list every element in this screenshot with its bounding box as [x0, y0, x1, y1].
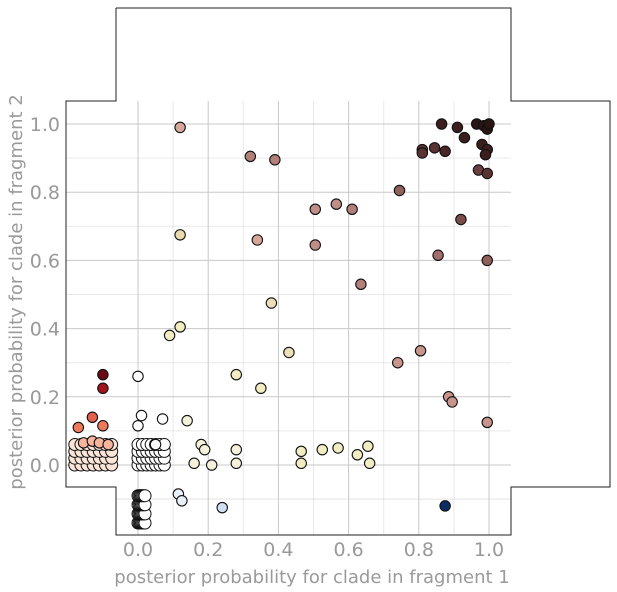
data-point [135, 409, 148, 422]
data-point [244, 150, 257, 163]
data-point [451, 121, 464, 134]
data-point [295, 445, 307, 458]
data-point [230, 443, 243, 456]
data-point [72, 421, 85, 434]
data-point [149, 438, 162, 451]
data-point [446, 396, 458, 408]
data-point [97, 382, 109, 395]
data-point [363, 457, 376, 470]
data-point [455, 213, 467, 226]
main-plot-grid [66, 8, 610, 535]
x-tick-label: 0.2 [193, 539, 223, 561]
data-point [181, 414, 193, 427]
data-point [283, 346, 295, 359]
data-point [362, 440, 374, 452]
data-point [391, 356, 404, 369]
data-point [481, 416, 493, 429]
data-point [435, 118, 448, 130]
data-point [205, 459, 218, 471]
right-panel-bg [511, 101, 610, 487]
data-point [86, 411, 99, 424]
y-tick-label: 0.8 [30, 182, 60, 204]
x-tick-label: 1.0 [474, 539, 504, 561]
x-tick-label: 0.8 [404, 539, 434, 561]
data-point [414, 345, 427, 357]
data-point [479, 148, 492, 161]
data-point [428, 142, 441, 154]
x-tick-label: 0.4 [263, 539, 293, 561]
data-point [346, 203, 358, 216]
data-point [102, 438, 114, 451]
data-point [481, 254, 493, 267]
y-tick-label: 0.4 [30, 319, 60, 341]
data-point [309, 203, 322, 216]
data-point [481, 167, 493, 180]
data-point [132, 370, 144, 383]
data-point [393, 184, 406, 197]
data-points [72, 118, 495, 514]
data-point [156, 413, 169, 425]
data-point [458, 131, 471, 144]
top-panel-bg [116, 8, 511, 101]
data-point [355, 278, 367, 291]
x-tick-label: 0.6 [333, 539, 363, 561]
data-point [163, 329, 176, 342]
data-point [97, 368, 109, 381]
data-point [483, 118, 495, 130]
data-point [316, 443, 329, 456]
y-tick-label: 0.0 [30, 455, 60, 477]
data-point [332, 442, 344, 454]
data-point [174, 321, 186, 333]
x-tick-label: 0.0 [123, 539, 153, 561]
data-point [174, 229, 186, 241]
data-point [216, 501, 228, 514]
data-point [176, 495, 188, 507]
data-point [269, 154, 281, 166]
data-point [439, 500, 451, 512]
y-axis-label: posterior probability for clade in fragm… [6, 94, 27, 489]
data-point [432, 249, 444, 262]
data-point [295, 457, 307, 470]
data-point [330, 198, 343, 210]
data-point [230, 457, 243, 470]
data-point [230, 368, 243, 381]
y-axis-ticks: 0.0 0.2 0.4 0.6 0.8 1.0 [30, 114, 60, 477]
outer-frame [65, 7, 611, 536]
y-tick-label: 0.6 [30, 250, 60, 272]
data-point [188, 457, 200, 470]
data-point [251, 234, 264, 246]
y-tick-label: 0.2 [30, 387, 60, 409]
data-point [174, 121, 186, 134]
plot-frame [65, 7, 611, 536]
data-point [416, 147, 429, 159]
data-point [255, 382, 267, 395]
data-point [309, 239, 322, 251]
data-point [351, 449, 364, 461]
data-point [439, 145, 451, 158]
data-point [132, 420, 144, 432]
data-point [97, 420, 109, 432]
x-axis-ticks: 0.0 0.2 0.4 0.6 0.8 1.0 [123, 539, 504, 561]
x-axis-label: posterior probability for clade in fragm… [114, 567, 509, 588]
y-tick-label: 1.0 [30, 114, 60, 136]
data-point [198, 443, 211, 456]
data-point [265, 297, 278, 309]
cluster-point [138, 489, 152, 503]
